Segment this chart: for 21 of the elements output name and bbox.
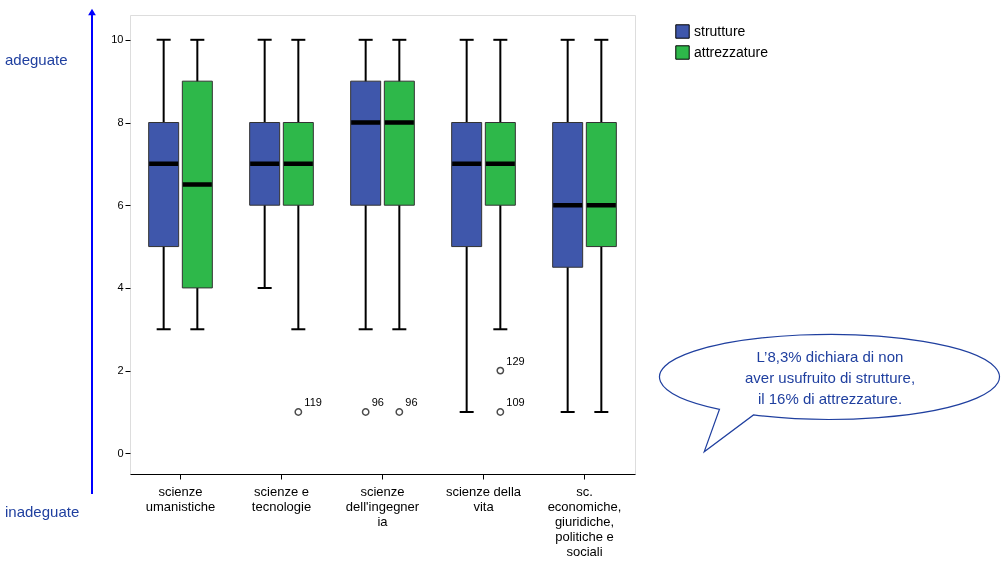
annotation: 129 — [506, 354, 525, 367]
x-tick-label: scienze umanistiche — [145, 483, 216, 514]
x-tick-label: scienze della vita — [445, 483, 522, 514]
text: L’8,3% dichiara di non aver usufruito di strutture, il 16% di attrezzature. — [744, 348, 916, 407]
y-tick-label: 0 — [117, 446, 124, 459]
text: inadeguate — [5, 503, 80, 520]
y-tick-label: 10 — [111, 33, 124, 46]
annotation: 96 — [405, 395, 418, 408]
legend-label: strutture — [694, 22, 746, 39]
y-tick-label: 4 — [117, 281, 124, 294]
annotation: 96 — [371, 395, 384, 408]
y-tick-label: 8 — [117, 116, 124, 129]
annotation: 119 — [304, 395, 322, 408]
x-tick-label: scienze e tecnologie — [251, 483, 312, 514]
text: adeguate — [5, 51, 68, 68]
x-tick-label: sc. economiche, giuridiche, politiche e sociali — [547, 483, 622, 559]
y-tick-label: 2 — [117, 364, 124, 377]
annotation: 109 — [506, 395, 525, 408]
legend-label: attrezzature — [694, 43, 769, 60]
x-tick-label: scienze dell'ingegneria — [345, 483, 420, 529]
y-tick-label: 6 — [117, 198, 124, 211]
